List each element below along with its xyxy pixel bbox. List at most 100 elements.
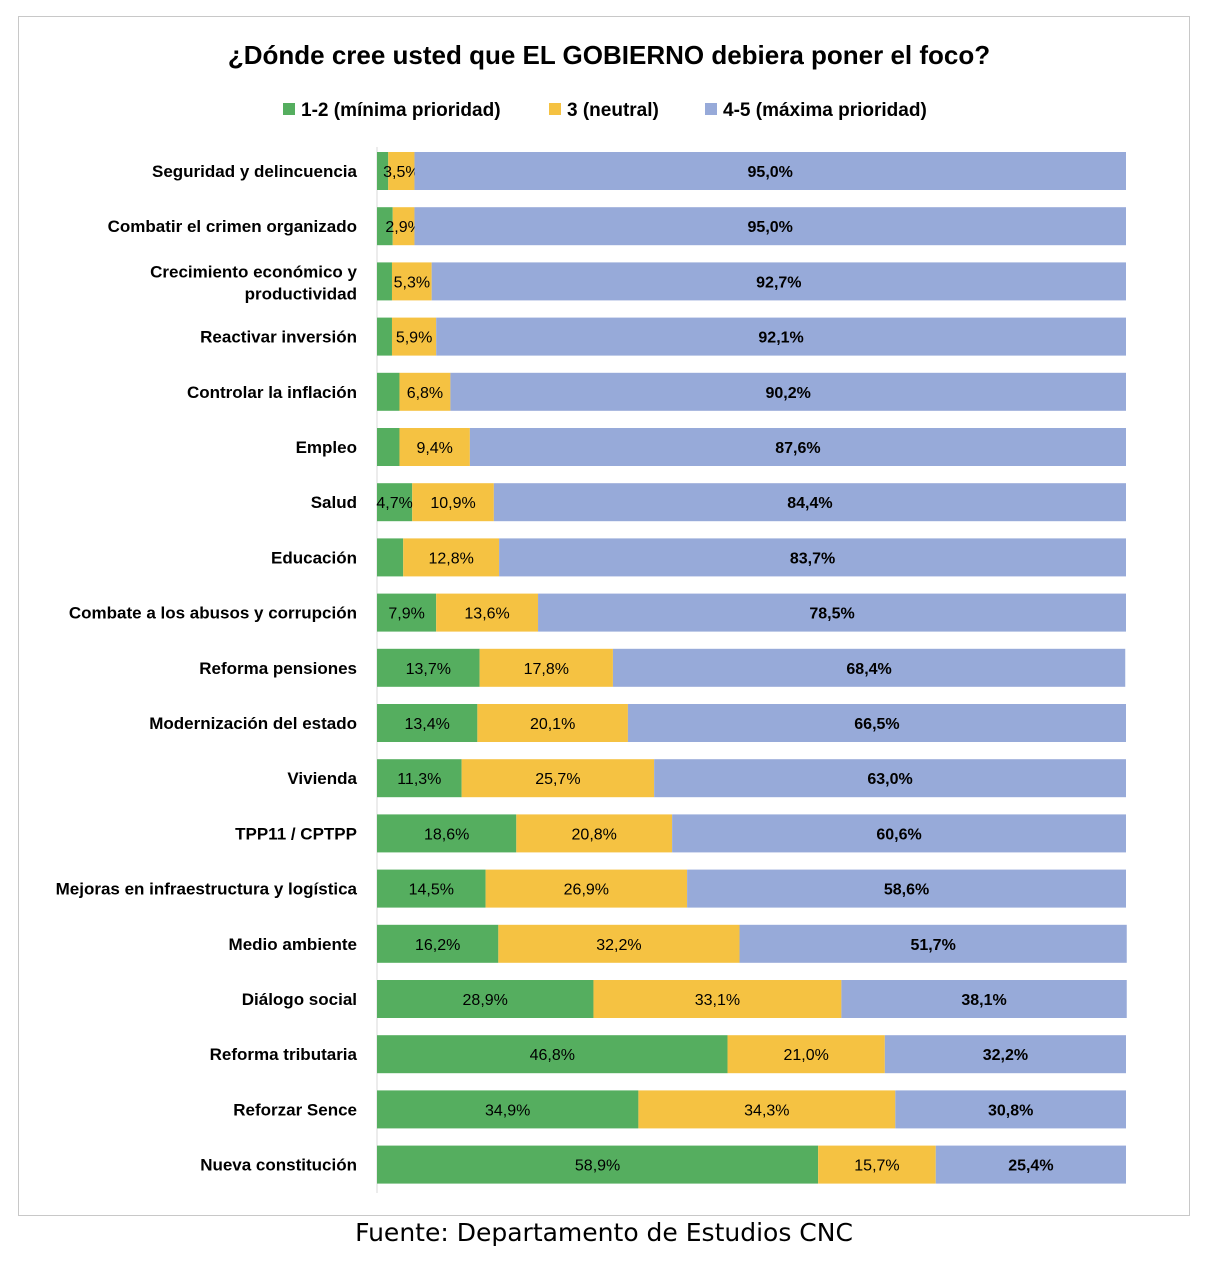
bar-segment-1-2-minima-prioridad	[377, 483, 413, 522]
category-label: Salud	[311, 493, 357, 512]
bar-row-seguridad-y-delincuencia: Seguridad y delincuencia 3,5% 95,0%	[152, 152, 1126, 190]
legend-item-4-5-maxima-prioridad: 4-5 (máxima prioridad)	[705, 100, 927, 121]
bar-segment-1-2-minima-prioridad	[377, 648, 480, 687]
data-label: 18,6%	[424, 826, 469, 843]
plot-area: Seguridad y delincuencia 3,5% 95,0%Combati…	[56, 147, 1127, 1193]
bar-segment-3-neutral	[388, 152, 415, 190]
bar-row-crecimiento-economico-y-productividad: Crecimiento económico y productividad 5,3%…	[150, 262, 1126, 303]
data-label: 21,0%	[783, 1047, 828, 1064]
data-label: 33,1%	[695, 992, 740, 1009]
bar-segment-3-neutral	[399, 428, 470, 466]
data-label: 34,3%	[744, 1102, 789, 1119]
data-label: 6,8%	[407, 385, 443, 402]
legend-label: 4-5 (máxima prioridad)	[723, 100, 927, 121]
bar-row-reactivar-inversion: Reactivar inversión 5,9% 92,1%	[200, 317, 1126, 356]
bar-row-combatir-el-crimen-organizado: Combatir el crimen organizado 2,9% 95,0%	[108, 207, 1126, 246]
bar-segment-3-neutral	[818, 1145, 936, 1184]
data-label: 32,2%	[596, 937, 641, 954]
data-label: 30,8%	[988, 1102, 1033, 1119]
bar-segment-4-5-maxima-prioridad	[627, 704, 1126, 742]
data-label: 58,9%	[575, 1158, 620, 1175]
bar-segment-1-2-minima-prioridad	[377, 262, 392, 301]
bar-segment-1-2-minima-prioridad	[377, 924, 499, 963]
data-label: 13,6%	[464, 606, 509, 623]
data-label: 46,8%	[530, 1047, 575, 1064]
bar-segment-3-neutral	[399, 372, 451, 411]
bar-segment-3-neutral	[392, 207, 415, 246]
bar-segment-3-neutral	[412, 483, 494, 522]
bar-segment-4-5-maxima-prioridad	[414, 152, 1126, 190]
bar-segment-4-5-maxima-prioridad	[469, 428, 1127, 466]
data-label: 26,9%	[564, 882, 609, 899]
data-label: 16,2%	[415, 937, 460, 954]
bar-segment-3-neutral	[593, 980, 842, 1018]
data-label: 34,9%	[485, 1102, 530, 1119]
bar-segment-3-neutral	[516, 814, 673, 853]
data-label: 17,8%	[524, 661, 569, 678]
data-label: 51,7%	[910, 937, 955, 954]
data-label: 20,1%	[530, 716, 575, 733]
bar-segment-3-neutral	[727, 1035, 885, 1074]
bar-segment-4-5-maxima-prioridad	[450, 372, 1127, 411]
data-label: 87,6%	[775, 440, 820, 457]
bar-row-educacion: Educación 12,8% 83,7%	[271, 538, 1126, 577]
bar-row-nueva-constitucion: Nueva constitución 58,9% 15,7% 25,4%	[200, 1145, 1126, 1184]
bar-row-combate-a-los-abusos-y-corrupcion: Combate a los abusos y corrupción 7,9% 13,…	[69, 593, 1126, 632]
bar-segment-3-neutral	[461, 759, 655, 798]
bar-segment-1-2-minima-prioridad	[377, 538, 404, 577]
category-label: Diálogo social	[242, 990, 357, 1009]
category-label: Reforzar Sence	[233, 1100, 357, 1119]
data-label: 10,9%	[430, 495, 475, 512]
data-label: 28,9%	[463, 992, 508, 1009]
bar-row-dialogo-social: Diálogo social 28,9% 33,1% 38,1%	[242, 980, 1127, 1018]
source-note: Fuente: Departamento de Estudios CNC	[355, 1218, 853, 1247]
bar-segment-1-2-minima-prioridad	[377, 593, 437, 632]
data-label: 7,9%	[388, 606, 424, 623]
bar-segment-4-5-maxima-prioridad	[935, 1145, 1126, 1184]
legend-label: 1-2 (mínima prioridad)	[301, 100, 501, 121]
bar-segment-3-neutral	[485, 869, 688, 908]
data-label: 32,2%	[983, 1047, 1028, 1064]
data-label: 15,7%	[854, 1158, 899, 1175]
category-label: Crecimiento económico y productividad	[150, 262, 357, 303]
bar-segment-3-neutral	[436, 593, 539, 632]
data-label: 92,1%	[758, 330, 803, 347]
bar-segment-4-5-maxima-prioridad	[841, 980, 1127, 1018]
bar-row-reforma-tributaria: Reforma tributaria 46,8% 21,0% 32,2%	[210, 1035, 1126, 1074]
legend-swatch	[283, 103, 295, 115]
bar-segment-1-2-minima-prioridad	[377, 1145, 819, 1184]
bar-row-reforma-pensiones: Reforma pensiones 13,7% 17,8% 68,4%	[199, 648, 1126, 687]
data-label: 95,0%	[748, 219, 793, 236]
data-label: 78,5%	[809, 606, 854, 623]
bar-segment-1-2-minima-prioridad	[377, 317, 392, 356]
bar-row-modernizacion-del-estado: Modernización del estado 13,4% 20,1% 66,5%	[149, 704, 1126, 742]
data-label: 20,8%	[572, 826, 617, 843]
category-label: Reactivar inversión	[200, 328, 357, 347]
data-label: 25,7%	[535, 771, 580, 788]
data-label: 4,7%	[376, 495, 412, 512]
data-label: 92,7%	[756, 274, 801, 291]
bar-segment-1-2-minima-prioridad	[377, 814, 517, 853]
bar-row-tpp11-cptpp: TPP11 / CPTPP 18,6% 20,8% 60,6%	[235, 814, 1126, 853]
data-label: 83,7%	[790, 550, 835, 567]
bar-segment-4-5-maxima-prioridad	[884, 1035, 1126, 1074]
data-label: 66,5%	[854, 716, 899, 733]
bar-segment-3-neutral	[638, 1090, 896, 1129]
data-label: 13,4%	[404, 716, 449, 733]
bar-segment-1-2-minima-prioridad	[377, 428, 400, 466]
category-label: Seguridad y delincuencia	[152, 162, 358, 181]
chart-legend: 1-2 (mínima prioridad) 3 (neutral) 4-5 (má…	[283, 100, 927, 121]
legend-label: 3 (neutral)	[567, 100, 659, 121]
bar-segment-1-2-minima-prioridad	[377, 1090, 639, 1129]
data-label: 38,1%	[961, 992, 1006, 1009]
data-label: 2,9%	[385, 219, 421, 236]
legend-swatch	[705, 103, 717, 115]
bar-row-medio-ambiente: Medio ambiente 16,2% 32,2% 51,7%	[229, 924, 1127, 963]
bar-segment-4-5-maxima-prioridad	[436, 317, 1126, 356]
category-label: Reforma pensiones	[199, 659, 357, 678]
category-label: Mejoras en infraestructura y logística	[56, 880, 358, 899]
data-label: 12,8%	[428, 550, 473, 567]
bar-segment-1-2-minima-prioridad	[377, 207, 393, 246]
bar-segment-4-5-maxima-prioridad	[687, 869, 1126, 908]
bar-row-reforzar-sence: Reforzar Sence 34,9% 34,3% 30,8%	[233, 1090, 1126, 1129]
